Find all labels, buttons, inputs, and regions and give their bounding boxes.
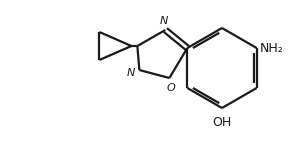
Text: OH: OH — [212, 116, 231, 129]
Text: NH₂: NH₂ — [260, 41, 283, 54]
Text: O: O — [167, 83, 176, 93]
Text: N: N — [127, 68, 135, 78]
Text: N: N — [160, 16, 169, 26]
